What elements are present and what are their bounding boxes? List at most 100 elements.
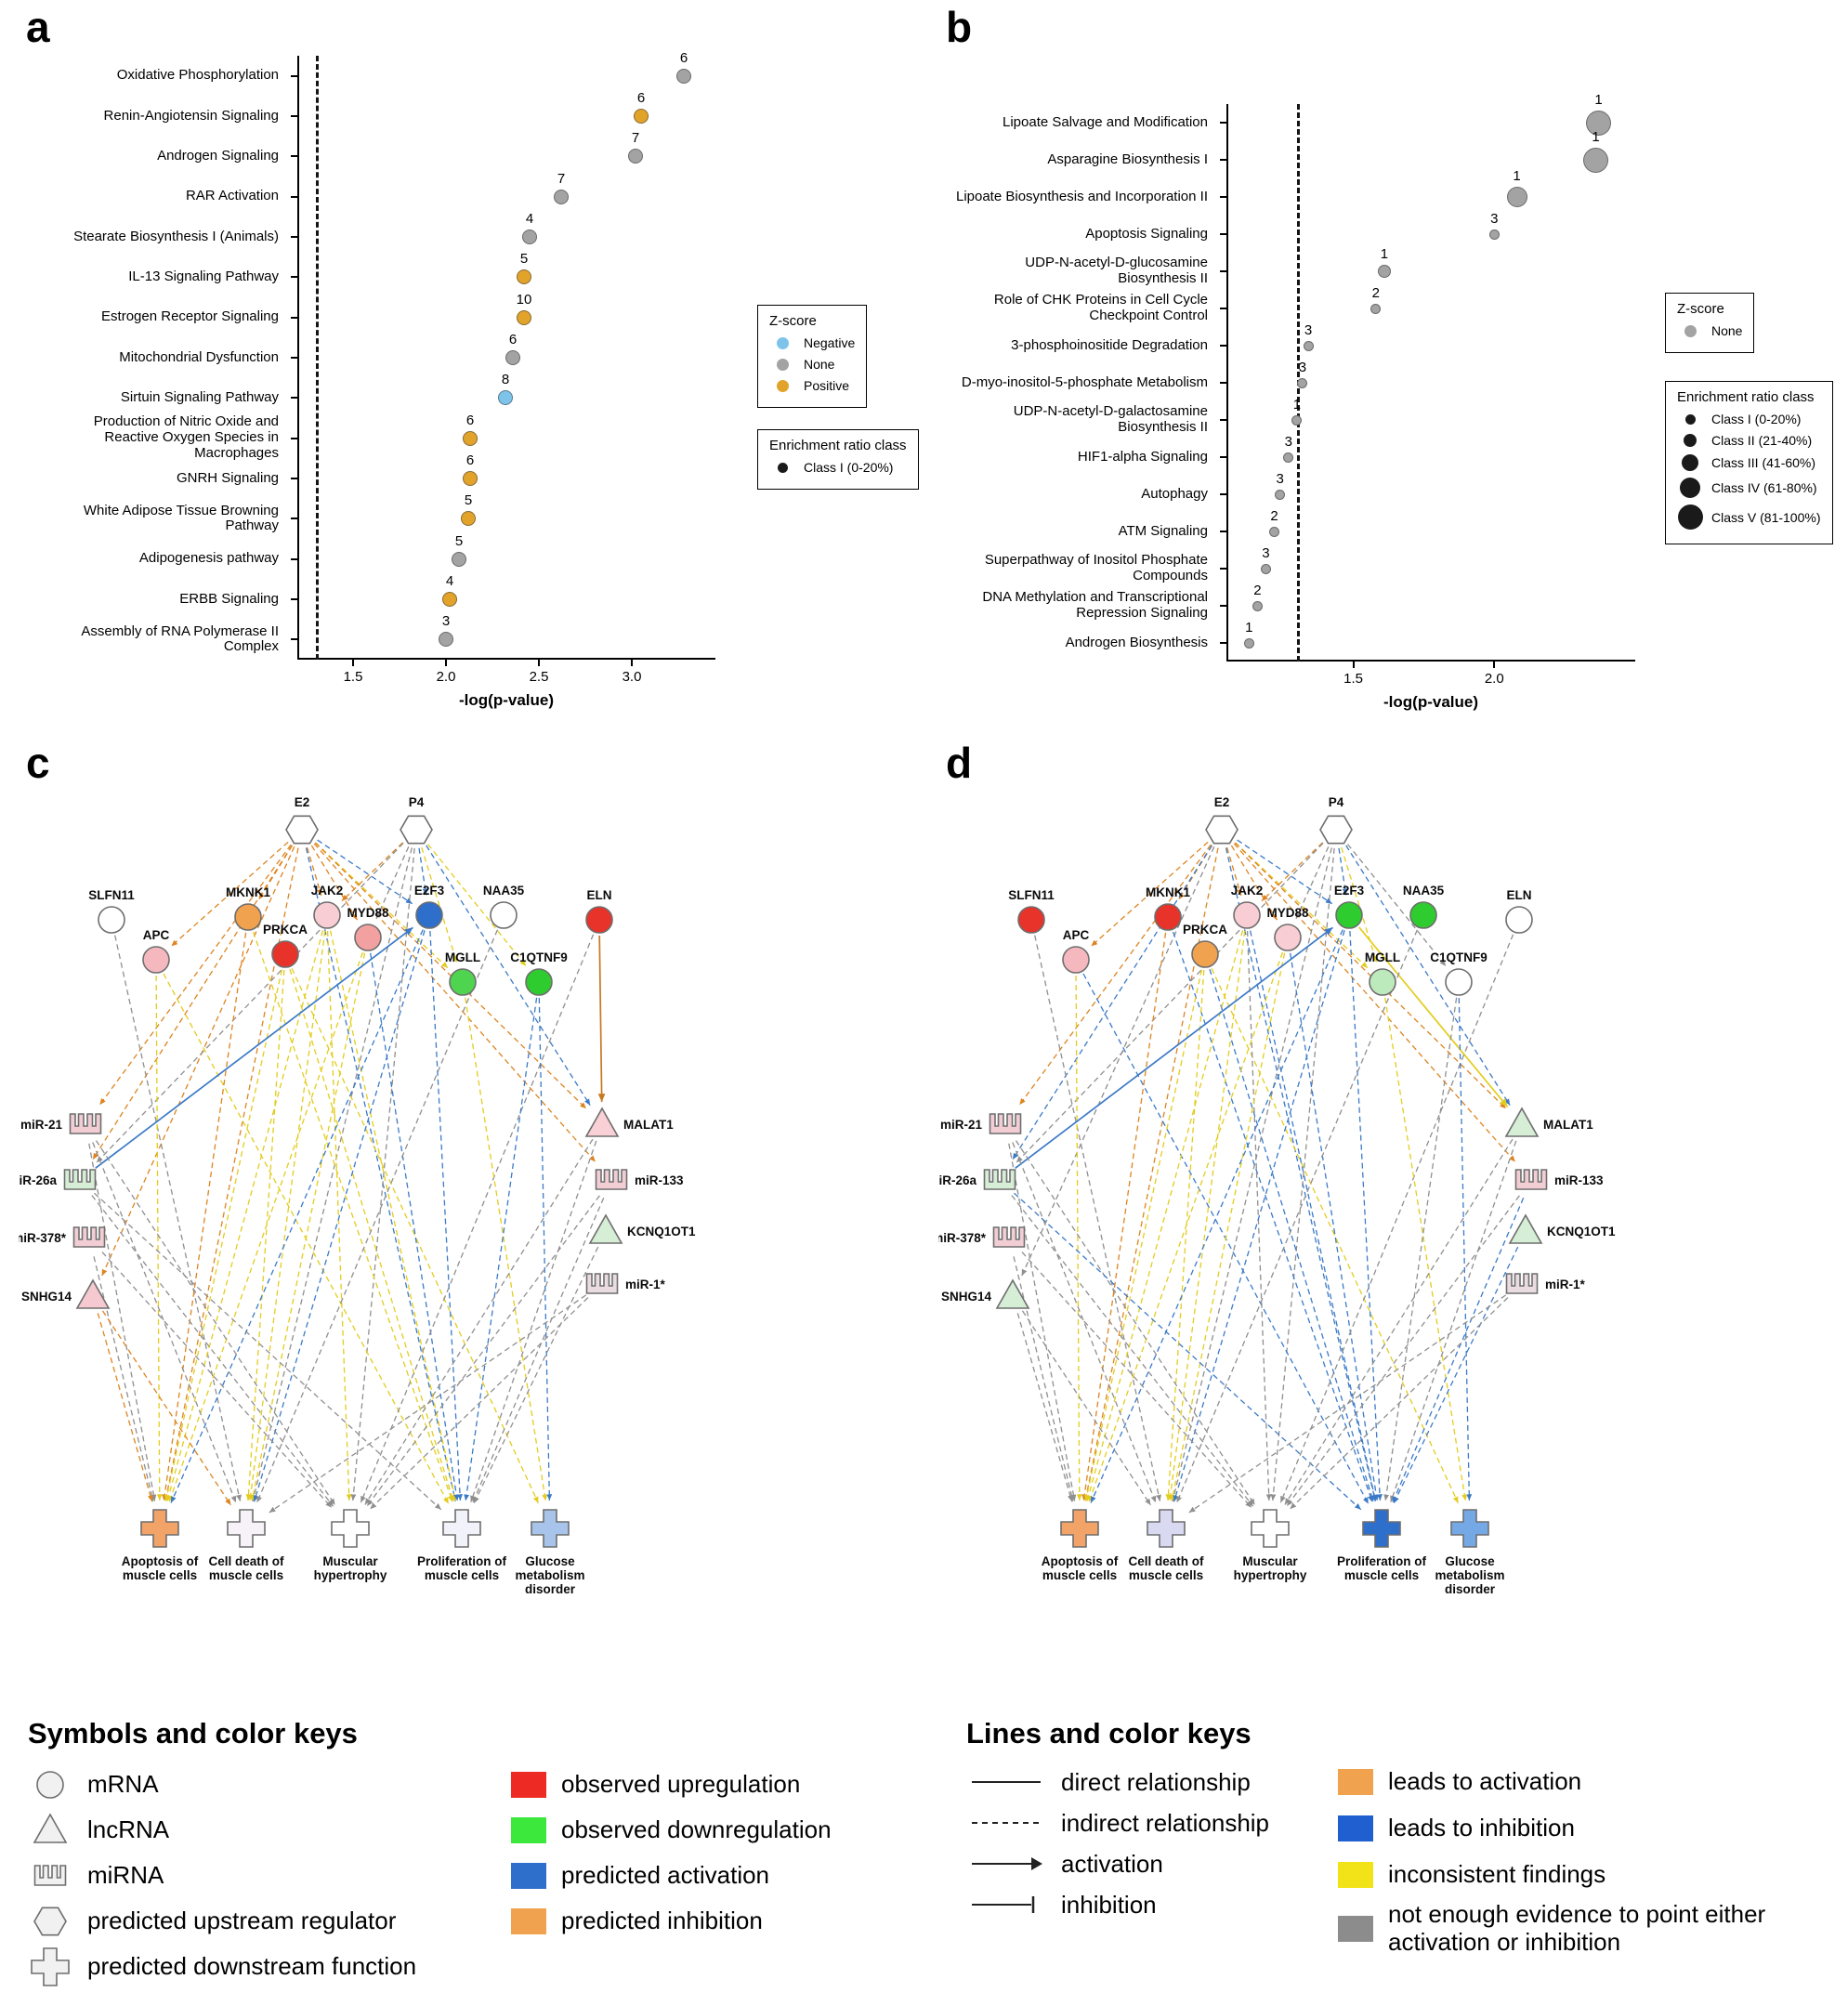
edge-E2-to-fn-proliferation (305, 847, 457, 1501)
edge-P4-to-C1QTNF9 (426, 844, 527, 967)
node-MYD88: MYD88 (1266, 906, 1309, 951)
edge-E2-to-miR-26a (92, 845, 293, 1160)
node-KCNQ1OT1: KCNQ1OT1 (588, 1213, 696, 1244)
node-label: MKNK1 (1146, 885, 1190, 899)
data-point (1260, 563, 1271, 574)
node-label: KCNQ1OT1 (627, 1225, 696, 1238)
edge-E2-to-SNHG14 (1021, 846, 1215, 1277)
node-label: Glucose metabolism disorder (1435, 1554, 1504, 1596)
edge-E2-to-APC (170, 841, 289, 947)
edge-miR-1*-to-fn-hypertrophy (1290, 1297, 1509, 1510)
node-label: NAA35 (1403, 884, 1445, 898)
symbol-legend-label: miRNA (87, 1861, 164, 1889)
symbol-legend-item: mRNA (28, 1762, 416, 1807)
category-label: Apoptosis Signaling (1085, 225, 1208, 242)
category-label: Oxidative Phosphorylation (116, 67, 279, 84)
x-tick-label: 2.5 (529, 669, 549, 685)
edge-MKNK1-to-fn-proliferation (252, 931, 453, 1502)
lines-color-key-legend: Lines and color keys direct relationship… (966, 1717, 1840, 1986)
network-edges (1008, 839, 1525, 1514)
edge-MYD88-to-fn-apoptosis (1088, 951, 1284, 1502)
x-tick-label: 1.5 (343, 669, 363, 685)
node-JAK2: JAK2 (311, 884, 343, 929)
y-tick (291, 276, 297, 279)
zscore-legend: Z-score None (1665, 293, 1755, 353)
zscore-legend-dot (776, 358, 789, 371)
edge-color-legend-label: leads to inhibition (1388, 1814, 1575, 1842)
edge-P4-to-C1QTNF9 (1346, 844, 1447, 967)
edge-ELN-to-fn-hypertrophy (1279, 934, 1514, 1503)
edge-miR-133-to-fn-hypertrophy (1286, 1195, 1520, 1507)
node-label: Muscular hypertrophy (314, 1554, 387, 1582)
node-label: MKNK1 (226, 885, 270, 899)
tbar-line-icon (972, 1896, 1035, 1913)
zscore-legend: Z-score Negative None Positive (757, 305, 868, 408)
data-point (1269, 526, 1280, 537)
enrichment-legend-label: Class V (81-100%) (1711, 509, 1821, 525)
category-label: Sirtuin Signaling Pathway (120, 388, 279, 405)
x-tick-label: 1.5 (1343, 671, 1363, 687)
x-tick (538, 660, 540, 666)
edge-P4-to-fn-celldeath (251, 847, 413, 1502)
node-label: miR-133 (1554, 1173, 1604, 1187)
zscore-legend-title: Z-score (769, 313, 817, 329)
symbol-legend-item: predicted downstream function (28, 1944, 416, 1989)
node-label: miR-378* (19, 1231, 67, 1245)
node-MGLL: MGLL (1365, 950, 1400, 996)
gene-count-label: 3 (441, 613, 451, 630)
node-label: PRKCA (1183, 923, 1227, 937)
node-label: miR-1* (625, 1278, 666, 1291)
edge-SNHG14-to-fn-celldeath (1021, 1310, 1152, 1506)
y-tick (291, 115, 297, 117)
edge-MALAT1-to-fn-proliferation (470, 1140, 597, 1502)
gene-count-label: 1 (1380, 246, 1389, 262)
edge-E2-to-MYD88 (310, 845, 359, 921)
node-label: E2F3 (414, 884, 445, 898)
gene-count-label: 3 (1284, 433, 1292, 450)
node-label: APC (143, 928, 170, 942)
edge-P4-to-fn-hypertrophy (1270, 847, 1335, 1501)
node-color-legend-item: predicted activation (511, 1853, 832, 1898)
line-style-legend-label: indirect relationship (1061, 1808, 1270, 1837)
y-tick (291, 557, 297, 560)
y-tick (1220, 308, 1226, 309)
edge-MKNK1-to-fn-apoptosis (162, 932, 247, 1501)
node-color-legend-label: predicted activation (561, 1861, 770, 1889)
node-SNHG14: SNHG14 (21, 1278, 111, 1309)
edge-miR-26a-to-fn-proliferation (1014, 1192, 1362, 1511)
edge-miR-378*-to-fn-apoptosis (93, 1256, 155, 1501)
edge-E2-to-MGLL (315, 842, 449, 969)
mirna-symbol-icon (33, 1864, 67, 1886)
edge-E2-to-MYD88 (1230, 845, 1278, 921)
edge-miR-21-to-fn-hypertrophy (1015, 1140, 1256, 1506)
node-label: miR-21 (940, 1118, 983, 1132)
edge-P4-to-fn-hypertrophy (350, 847, 415, 1501)
node-fn-celldeath: Cell death of muscle cells (208, 1509, 284, 1582)
symbols-legend-title: Symbols and color keys (28, 1717, 358, 1750)
enrichment-legend-label: Class III (41-60%) (1711, 455, 1816, 470)
category-label: UDP-N-acetyl-D-galactosamine Biosynthesi… (1013, 403, 1208, 435)
enrichment-legend-item: Class II (21-40%) (1677, 433, 1821, 448)
node-SLFN11: SLFN11 (88, 888, 135, 934)
node-label: JAK2 (1231, 884, 1264, 898)
node-label: P4 (409, 795, 425, 809)
data-point (442, 592, 457, 607)
node-label: E2 (1214, 795, 1230, 809)
node-miR-133: miR-133 (1514, 1169, 1604, 1190)
line-style-legend-label: direct relationship (1061, 1767, 1251, 1796)
node-miR-1*: miR-1* (1505, 1273, 1586, 1294)
y-tick (291, 236, 297, 238)
category-label: Estrogen Receptor Signaling (101, 308, 279, 325)
data-point (1586, 110, 1612, 136)
edge-JAK2-to-fn-celldeath (247, 930, 326, 1501)
x-tick (1493, 662, 1496, 668)
edge-PRKCA-to-fn-glucose (291, 968, 539, 1504)
zscore-legend-title: Z-score (1677, 301, 1724, 317)
category-label: Production of Nitric Oxide and Reactive … (93, 413, 279, 462)
edge-MYD88-to-fn-celldeath (250, 952, 366, 1501)
category-label: DNA Methylation and Transcriptional Repr… (982, 589, 1208, 621)
node-NAA35: NAA35 (1403, 884, 1445, 929)
node-fn-glucose: Glucose metabolism disorder (515, 1509, 585, 1596)
edge-MGLL-to-fn-glucose (1384, 997, 1468, 1501)
edge-PRKCA-to-fn-proliferation (289, 969, 455, 1502)
